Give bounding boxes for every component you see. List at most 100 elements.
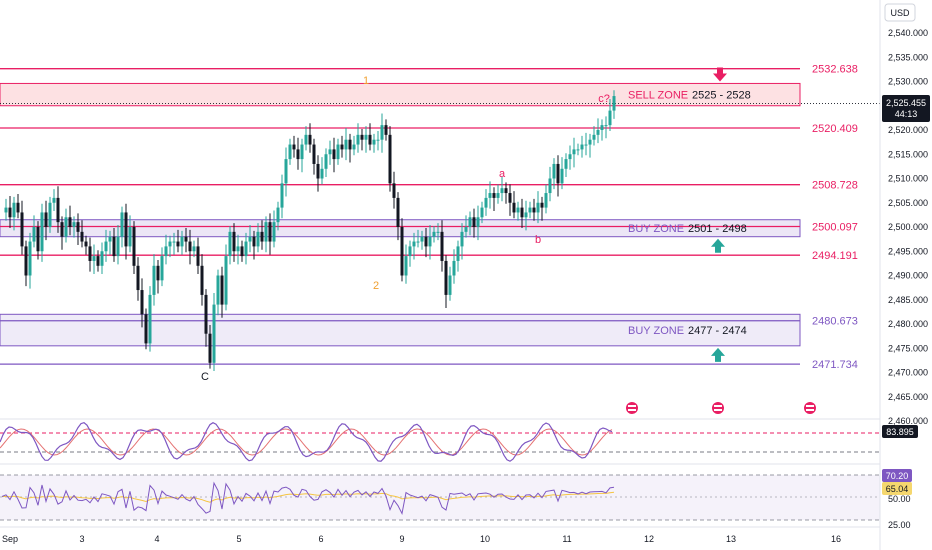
- zone-box: [0, 313, 801, 347]
- candle-body: [444, 260, 448, 295]
- candle-body: [140, 290, 144, 315]
- candle-body: [272, 222, 276, 242]
- candle-body: [392, 183, 396, 198]
- candle-body: [432, 231, 436, 237]
- time-tick: 13: [726, 534, 736, 544]
- level-label: 2520.409: [812, 123, 858, 135]
- candle-body: [560, 168, 564, 184]
- currency-badge[interactable]: USD: [884, 3, 916, 22]
- level-label: 2508.728: [812, 180, 858, 192]
- wave-label: C: [201, 371, 209, 383]
- candle-body: [360, 134, 364, 140]
- candle-body: [96, 256, 100, 266]
- time-tick: 6: [318, 534, 323, 544]
- price-tick: 2,505.000: [888, 198, 928, 208]
- candle-body: [176, 241, 180, 247]
- wave-label: 1: [363, 75, 369, 87]
- candle-body: [576, 149, 580, 151]
- candle-body: [232, 231, 236, 252]
- candle-body: [288, 144, 292, 160]
- level-label: 2480.673: [812, 316, 858, 328]
- candle-body: [228, 231, 232, 257]
- rsi-tick-50: 50.00: [888, 494, 911, 504]
- candle-body: [208, 333, 212, 363]
- candle-body: [348, 139, 352, 150]
- zones-layer: [0, 82, 801, 347]
- stoch-k-line: [0, 422, 613, 462]
- candle-body: [480, 207, 484, 218]
- candle-body: [196, 246, 200, 266]
- candle-body: [404, 256, 408, 276]
- candles-layer: [4, 90, 616, 372]
- labels-layer: SELL ZONE 2525 - 2528 BUY ZONE 2501 - 2498 B…: [201, 64, 858, 383]
- candle-body: [424, 236, 428, 247]
- candle-body: [72, 222, 76, 227]
- candle-body: [132, 227, 136, 266]
- price-tick: 2,485.000: [888, 295, 928, 305]
- candle-body: [184, 236, 188, 242]
- candle-body: [608, 110, 612, 126]
- time-tick: Sep: [2, 534, 18, 544]
- time-tick: 12: [644, 534, 654, 544]
- candle-body: [224, 256, 228, 305]
- us-flag-icon[interactable]: [626, 402, 638, 414]
- candle-body: [104, 241, 108, 252]
- event-icons[interactable]: [626, 402, 816, 414]
- candle-body: [340, 144, 344, 150]
- candle-body: [124, 212, 128, 247]
- rsi-line: [1, 481, 615, 516]
- candle-body: [300, 144, 304, 160]
- price-tick: 2,490.000: [888, 271, 928, 281]
- price-tick: 2,465.000: [888, 392, 928, 402]
- candle-body: [384, 125, 388, 135]
- candle-body: [332, 149, 336, 160]
- candle-body: [320, 168, 324, 179]
- candle-body: [16, 202, 20, 213]
- candle-body: [440, 231, 444, 261]
- candle-body: [152, 265, 156, 295]
- candle-body: [544, 193, 548, 208]
- candle-body: [128, 227, 132, 247]
- candle-body: [20, 212, 24, 247]
- candle-body: [504, 188, 508, 194]
- candle-body: [100, 251, 104, 266]
- us-flag-icon[interactable]: [804, 402, 816, 414]
- candle-body: [108, 236, 112, 242]
- candle-body: [312, 144, 316, 164]
- candle-body: [584, 144, 588, 146]
- candle-body: [28, 241, 32, 276]
- sell-arrow-icon: [713, 67, 727, 82]
- buy-arrow-icon: [711, 238, 725, 253]
- price-tick: 2,495.000: [888, 246, 928, 256]
- candle-body: [52, 197, 56, 203]
- candle-body: [528, 207, 532, 213]
- candle-body: [212, 304, 216, 363]
- candle-body: [316, 163, 320, 179]
- candle-body: [296, 149, 300, 160]
- zone-box: [0, 219, 801, 238]
- candle-body: [540, 202, 544, 208]
- candle-body: [372, 139, 376, 145]
- candle-body: [472, 217, 476, 227]
- candle-body: [84, 241, 88, 247]
- candle-body: [308, 134, 312, 145]
- candle-body: [448, 275, 452, 295]
- current-price-label: 2,525.455: [886, 98, 926, 108]
- wave-label: a: [499, 168, 506, 180]
- candle-body: [572, 149, 576, 155]
- candle-body: [484, 197, 488, 208]
- candle-body: [68, 217, 72, 227]
- candle-body: [136, 265, 140, 291]
- candle-body: [396, 197, 400, 227]
- time-axis[interactable]: Sep 3 4 5 6 9 10 11 12 13 16: [2, 534, 841, 544]
- price-tick: 2,515.000: [888, 149, 928, 159]
- candle-body: [64, 217, 68, 237]
- candle-body: [120, 212, 124, 237]
- time-tick: 3: [79, 534, 84, 544]
- price-axis[interactable]: 2,540.0002,535.0002,530.0002,525.0002,52…: [888, 28, 928, 426]
- candle-body: [512, 202, 516, 213]
- us-flag-icon[interactable]: [712, 402, 724, 414]
- candle-body: [536, 202, 540, 213]
- price-tick: 2,475.000: [888, 343, 928, 353]
